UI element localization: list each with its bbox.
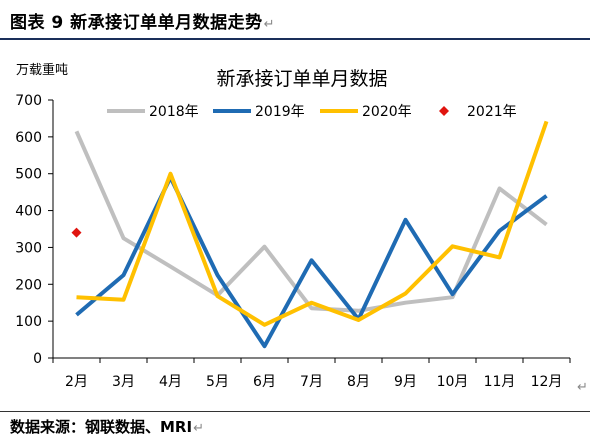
figure-title-text: 图表 9 新承接订单单月数据走势 xyxy=(10,13,263,33)
x-tick-label: 9月 xyxy=(394,374,417,390)
figure-header: 图表 9 新承接订单单月数据走势↵ xyxy=(0,0,590,44)
x-tick-label: 5月 xyxy=(206,374,229,390)
legend-label-2019年: 2019年 xyxy=(255,104,305,120)
y-tick-label: 100 xyxy=(15,314,42,330)
y-tick-label: 200 xyxy=(15,277,42,293)
return-mark: ↵ xyxy=(263,17,276,32)
x-tick-label: 2月 xyxy=(65,374,88,390)
side-return-mark: ↵ xyxy=(577,380,588,395)
y-tick-label: 500 xyxy=(15,167,42,183)
x-tick-label: 12月 xyxy=(531,374,563,390)
figure-source: 数据来源：钢联数据、MRI↵ xyxy=(10,416,204,437)
y-tick-label: 0 xyxy=(33,351,42,367)
legend-label-2020年: 2020年 xyxy=(362,104,412,120)
x-tick-label: 10月 xyxy=(437,374,469,390)
x-tick-label: 3月 xyxy=(112,374,135,390)
y-tick-label: 300 xyxy=(15,240,42,256)
x-tick-label: 8月 xyxy=(347,374,370,390)
legend-marker-2021年 xyxy=(439,106,449,116)
x-tick-label: 11月 xyxy=(484,374,516,390)
header-rule xyxy=(0,38,590,40)
source-return-mark: ↵ xyxy=(193,421,204,436)
x-tick-label: 4月 xyxy=(159,374,182,390)
y-tick-label: 400 xyxy=(15,204,42,220)
source-rule xyxy=(0,411,590,412)
y-tick-label: 700 xyxy=(15,93,42,109)
series-line-2020年 xyxy=(76,120,549,327)
data-point-2021年-2月 xyxy=(71,227,82,238)
legend-label-2018年: 2018年 xyxy=(149,104,199,120)
y-tick-label: 600 xyxy=(15,130,42,146)
chart-title: 新承接订单单月数据 xyxy=(216,68,387,90)
figure-title: 图表 9 新承接订单单月数据走势↵ xyxy=(10,8,275,33)
legend-label-2021年: 2021年 xyxy=(467,104,517,120)
y-unit-label: 万载重吨 xyxy=(16,62,68,78)
series-line-2018年 xyxy=(74,130,548,313)
figure-source-text: 数据来源：钢联数据、MRI xyxy=(10,418,193,436)
series-line-2019年 xyxy=(75,175,548,349)
x-tick-label: 6月 xyxy=(253,374,276,390)
x-tick-label: 7月 xyxy=(300,374,323,390)
